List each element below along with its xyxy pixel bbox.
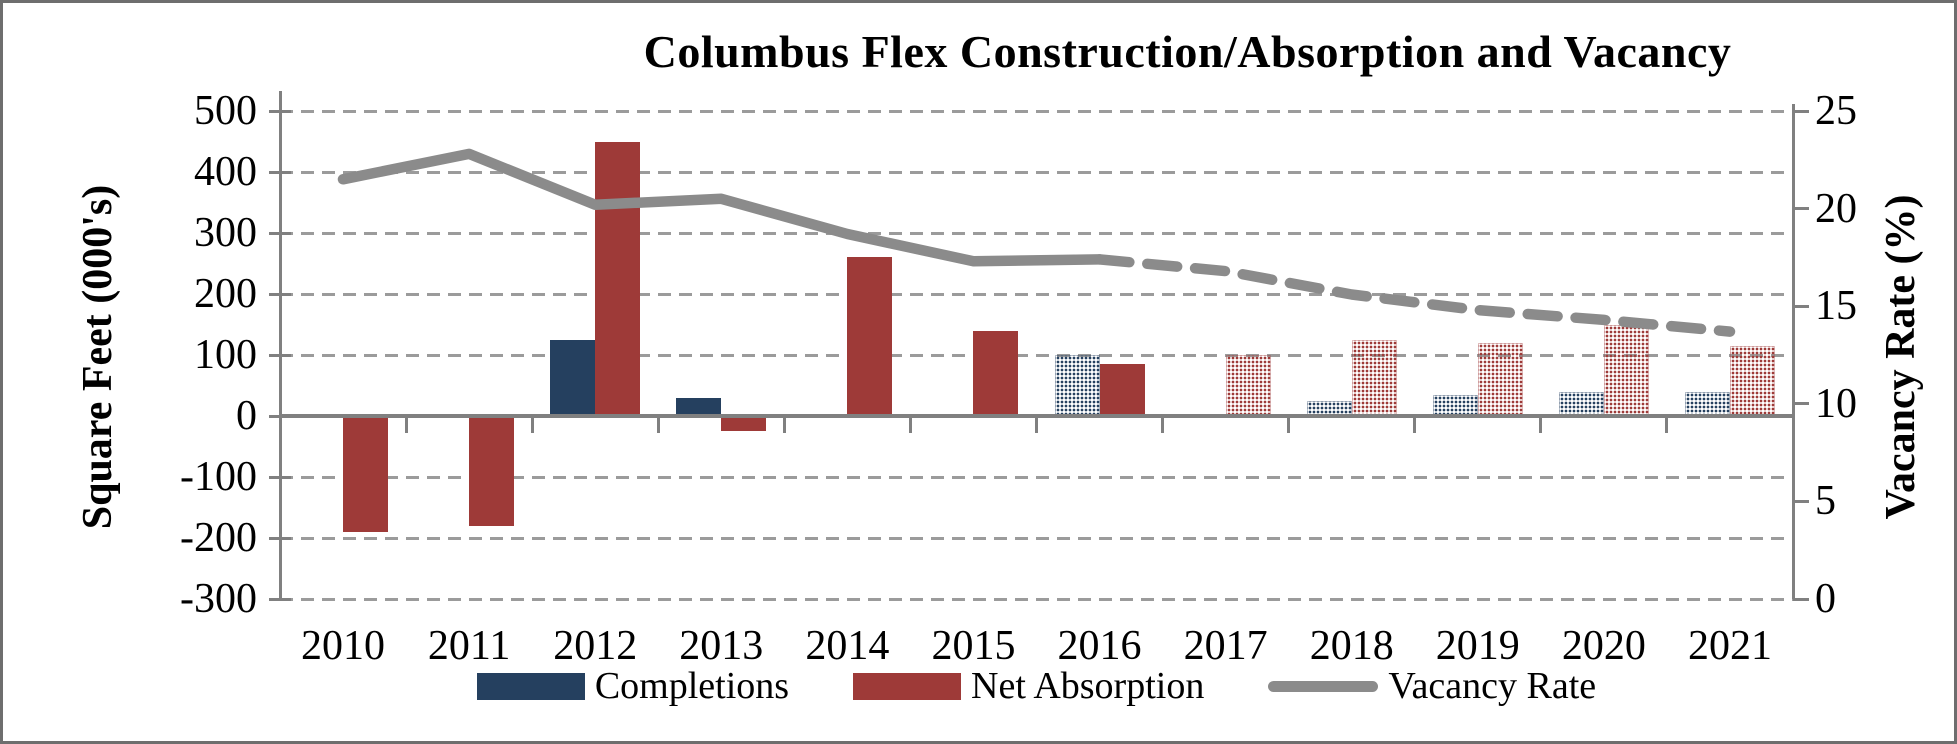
completions-bar-2013 [676, 397, 722, 416]
left-tick-label--300: -300 [180, 576, 257, 622]
chart-title: Columbus Flex Construction/Absorption an… [643, 26, 1732, 77]
x-label-2015: 2015 [931, 623, 1016, 669]
left-tick-500 [269, 109, 291, 113]
right-tick-10 [1793, 402, 1809, 406]
legend-item-net-absorption: Net Absorption [853, 664, 1204, 708]
right-tick-20 [1793, 207, 1809, 211]
net-absorption-bar-2013 [721, 416, 767, 432]
legend-item-completions: Completions [476, 664, 790, 708]
net-absorption-bar-2010 [343, 416, 389, 532]
x-tick-12 [1791, 416, 1795, 433]
x-tick-9 [1413, 416, 1417, 433]
vacancy-rate-line-swatch-icon [1268, 680, 1379, 692]
legend: Completions Net Absorption Vacancy Rate [280, 663, 1793, 709]
x-tick-3 [656, 416, 660, 433]
completions-bar-2016 [1054, 355, 1100, 416]
completions-bar-2019 [1432, 394, 1478, 416]
net-absorption-swatch-icon [853, 672, 962, 700]
left-tick--100 [269, 475, 291, 479]
x-tick-6 [1035, 416, 1038, 433]
left-tick--300 [269, 597, 291, 601]
right-tick-0 [1793, 597, 1809, 601]
x-tick-4 [782, 416, 786, 433]
left-tick-100 [269, 353, 291, 357]
x-tick-7 [1161, 416, 1165, 433]
gridline--100 [280, 475, 1793, 479]
left-tick-200 [269, 292, 291, 296]
left-tick-label--200: -200 [180, 515, 257, 561]
legend-label-completions: Completions [594, 665, 790, 707]
net-absorption-bar-2012 [595, 141, 641, 416]
right-tick-label-0: 0 [1815, 576, 1836, 622]
net-absorption-bar-2017 [1225, 355, 1271, 416]
left-tick--200 [269, 536, 291, 540]
gridline-100 [280, 353, 1793, 357]
x-label-2014: 2014 [805, 623, 890, 669]
completions-swatch-icon [476, 672, 585, 700]
left-tick-300 [269, 231, 291, 235]
left-tick-label-500: 500 [194, 88, 257, 134]
x-label-2012: 2012 [553, 623, 638, 669]
left-tick-label-300: 300 [194, 210, 257, 256]
left-tick-label-100: 100 [194, 332, 257, 378]
right-tick-label-10: 10 [1815, 380, 1857, 427]
net-absorption-bar-2015 [973, 330, 1019, 416]
net-absorption-bar-2021 [1729, 345, 1775, 416]
x-label-2013: 2013 [679, 623, 764, 669]
right-tick-15 [1793, 304, 1809, 308]
x-tick-5 [908, 416, 912, 433]
x-label-2021: 2021 [1687, 623, 1772, 669]
gridline--200 [280, 536, 1793, 540]
right-tick-label-15: 15 [1815, 283, 1857, 330]
net-absorption-bar-2018 [1351, 339, 1397, 416]
x-tick-8 [1287, 416, 1291, 433]
x-tick-10 [1539, 416, 1543, 433]
legend-label-vacancy-rate: Vacancy Rate [1388, 665, 1597, 707]
left-tick-label-400: 400 [194, 149, 257, 195]
completions-bar-2012 [550, 339, 596, 416]
gridline-300 [280, 231, 1793, 235]
gridline--300 [280, 597, 1793, 601]
left-tick-label-0: 0 [236, 393, 257, 439]
x-tick-2 [530, 416, 534, 433]
completions-bar-2020 [1558, 391, 1604, 416]
right-axis-line [1791, 104, 1795, 599]
gridline-200 [280, 292, 1793, 296]
net-absorption-bar-2020 [1603, 324, 1649, 416]
left-tick-label-200: 200 [194, 271, 257, 317]
net-absorption-bar-2014 [847, 257, 893, 416]
x-label-2019: 2019 [1435, 623, 1520, 669]
gridline-500 [280, 109, 1793, 113]
right-tick-label-5: 5 [1815, 478, 1836, 525]
x-tick-1 [404, 416, 408, 433]
x-label-2010: 2010 [301, 623, 386, 669]
x-label-2020: 2020 [1561, 623, 1646, 669]
x-label-2016: 2016 [1057, 623, 1142, 669]
x-label-2011: 2011 [427, 623, 511, 669]
right-tick-25 [1793, 109, 1809, 113]
left-tick-label--100: -100 [180, 454, 257, 500]
net-absorption-bar-2019 [1477, 342, 1523, 416]
net-absorption-bar-2011 [469, 416, 515, 526]
net-absorption-bar-2016 [1099, 364, 1145, 416]
right-tick-label-25: 25 [1815, 88, 1857, 134]
x-tick-0 [278, 416, 282, 433]
gridline-400 [280, 170, 1793, 174]
right-tick-label-20: 20 [1815, 185, 1857, 232]
x-label-2017: 2017 [1183, 623, 1268, 669]
x-tick-11 [1665, 416, 1669, 433]
completions-bar-2021 [1684, 391, 1730, 416]
right-axis-title: Vacancy Rate (%) [1878, 194, 1924, 520]
x-label-2018: 2018 [1309, 623, 1394, 669]
legend-item-vacancy-rate: Vacancy Rate [1268, 664, 1596, 708]
right-tick-5 [1793, 499, 1809, 503]
legend-label-net-absorption: Net Absorption [971, 665, 1205, 707]
left-tick-400 [269, 170, 291, 174]
left-axis-line [278, 91, 282, 599]
